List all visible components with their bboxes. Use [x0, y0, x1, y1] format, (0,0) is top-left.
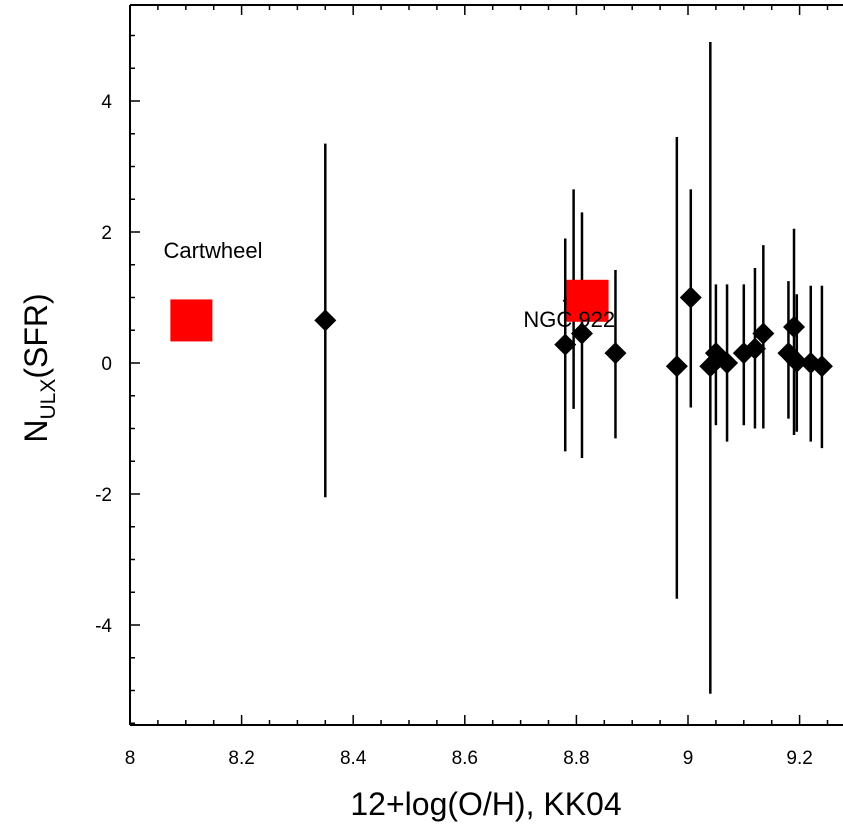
- data-markers: [170, 279, 833, 378]
- x-axis-label: 12+log(O/H), KK04: [350, 786, 621, 822]
- diamond-marker: [314, 309, 337, 332]
- diamond-marker: [665, 355, 688, 378]
- x-tick-label: 9.2: [786, 748, 812, 769]
- x-tick-label: 8.6: [452, 748, 478, 769]
- square-marker: [170, 299, 213, 342]
- diamond-marker: [783, 315, 806, 338]
- x-tick-label: 8: [125, 748, 136, 769]
- square-marker: [566, 279, 609, 322]
- x-tick-label: 8.4: [340, 748, 367, 769]
- diamond-marker: [554, 333, 577, 356]
- y-tick-label: 4: [101, 92, 112, 113]
- y-tick-label: -4: [95, 616, 112, 637]
- annotations: Cartwheel NGC 922: [163, 238, 615, 332]
- diamond-marker: [604, 342, 627, 365]
- diamond-marker: [570, 322, 593, 345]
- y-tick-label: 0: [101, 354, 112, 375]
- diamond-marker: [785, 350, 808, 373]
- diamond-marker: [743, 337, 766, 360]
- y-axis-label-subscript: ULX: [37, 379, 60, 420]
- y-axis-label-main: N: [18, 420, 54, 443]
- x-tick-label: 8.8: [563, 748, 589, 769]
- axes: 8 8.2 8.4 8.6 8.8 9 9.2 -4 -2 0 2 4: [95, 4, 843, 769]
- x-tick-label: 8.2: [228, 748, 254, 769]
- annotation-ngc-922: NGC 922: [523, 307, 615, 332]
- y-tick-label: -2: [95, 485, 112, 506]
- diamond-marker: [679, 286, 702, 309]
- annotation-cartwheel: Cartwheel: [163, 238, 262, 263]
- y-axis-label-suffix: (SFR): [18, 293, 54, 378]
- y-tick-label: 2: [101, 223, 112, 244]
- error-bars: [324, 42, 824, 694]
- y-axis-label: NULX(SFR): [18, 293, 60, 442]
- diamond-marker: [716, 352, 739, 374]
- x-tick-label: 9: [683, 748, 694, 769]
- diamond-marker: [752, 322, 775, 345]
- diamond-marker: [810, 355, 833, 378]
